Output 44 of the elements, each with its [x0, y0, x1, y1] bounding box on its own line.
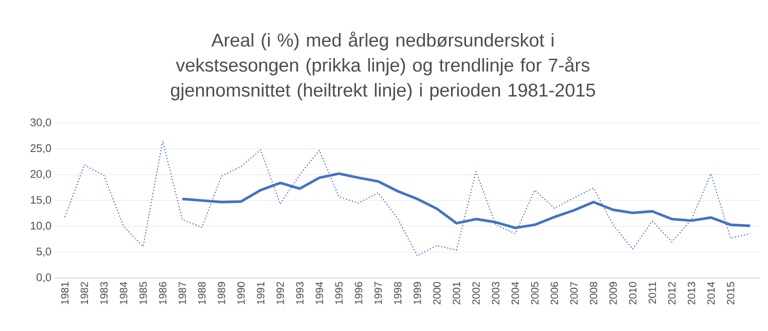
- y-tick-label: 20,0: [30, 170, 52, 180]
- x-tick-label: 1990: [237, 282, 245, 304]
- x-tick-label: 1984: [120, 282, 128, 304]
- x-tick-label: 2004: [512, 282, 519, 304]
- x-tick-label: 2010: [628, 282, 636, 304]
- x-tick-label: 2015: [726, 282, 734, 304]
- x-tick-label: 1998: [394, 282, 402, 304]
- x-tick-label: 1993: [296, 282, 304, 304]
- x-tick-label: 2005: [531, 282, 539, 304]
- x-tick-label: 1981: [61, 282, 69, 304]
- y-tick-label: 0,0: [36, 273, 52, 283]
- x-tick-label: 1997: [374, 282, 382, 304]
- x-tick-label: 2013: [688, 282, 696, 304]
- x-tick-label: 1986: [159, 282, 166, 304]
- x-tick-label: 2009: [609, 282, 617, 304]
- x-tick-label: 2002: [472, 282, 480, 304]
- y-tick-label: 10,0: [30, 222, 52, 231]
- x-tick-label: 2003: [492, 282, 500, 304]
- x-tick-label: 2000: [433, 282, 441, 304]
- y-tick-label: 5,0: [36, 248, 52, 257]
- x-tick-label: 2012: [668, 282, 676, 304]
- x-tick-label: 2007: [570, 282, 578, 304]
- x-tick-label: 2014: [707, 282, 715, 304]
- y-tick-label: 15,0: [30, 196, 52, 206]
- x-tick-label: 1988: [198, 282, 206, 304]
- x-tick-label: 1987: [178, 282, 186, 304]
- x-tick-label: 1995: [335, 282, 343, 304]
- y-tick-label: 30,0: [30, 118, 52, 128]
- x-tick-label: 2006: [550, 282, 558, 304]
- x-tick-label: 1996: [354, 282, 362, 304]
- x-tick-label: 1983: [100, 282, 108, 304]
- x-tick-label: 1994: [316, 282, 324, 304]
- x-tick-label: 1985: [139, 282, 147, 304]
- x-tick-label: 1982: [80, 282, 88, 304]
- x-tick-label: 2008: [590, 282, 598, 304]
- x-tick-label: 1999: [414, 282, 422, 304]
- x-tick-label: 2011: [648, 282, 656, 304]
- x-tick-label: 1989: [218, 282, 226, 304]
- line-series: [64, 140, 751, 256]
- chart-title: Areal (i %) med årleg nedbørsunderskot i vekstsesongen (prikka linje) og trendlinje for 7-års gjennomsnittet (heiltrekt linje) i perioden 1981-2015: [170, 32, 596, 100]
- x-tick-label: 1991: [256, 282, 264, 304]
- x-tick-label: 1992: [276, 282, 284, 304]
- x-tick-label: 2001: [452, 282, 460, 304]
- y-tick-label: 25,0: [30, 144, 52, 154]
